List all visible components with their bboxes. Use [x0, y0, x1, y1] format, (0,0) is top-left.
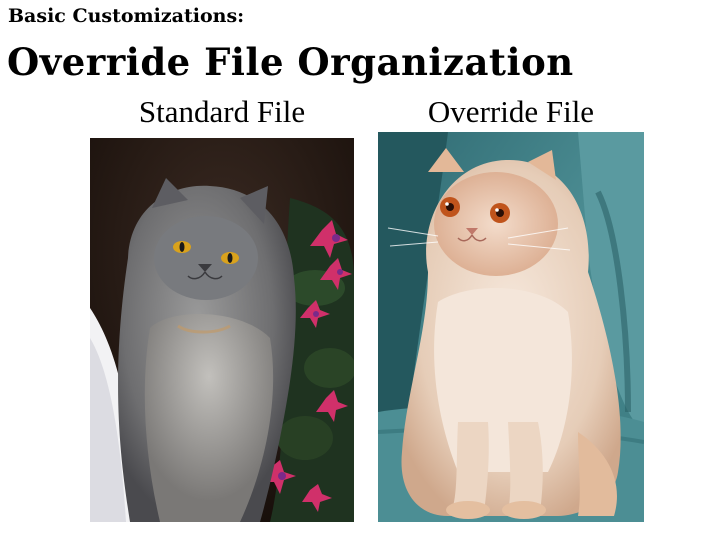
override-file-photo [378, 132, 644, 522]
gray-cat-image [90, 138, 354, 522]
slide-kicker: Basic Customizations: [8, 5, 245, 27]
slide-title: Override File Organization [7, 40, 574, 84]
standard-file-caption: Standard File [138, 94, 306, 129]
standard-file-photo [90, 138, 354, 522]
cream-cat-image [378, 132, 644, 522]
override-file-caption: Override File [427, 94, 595, 129]
